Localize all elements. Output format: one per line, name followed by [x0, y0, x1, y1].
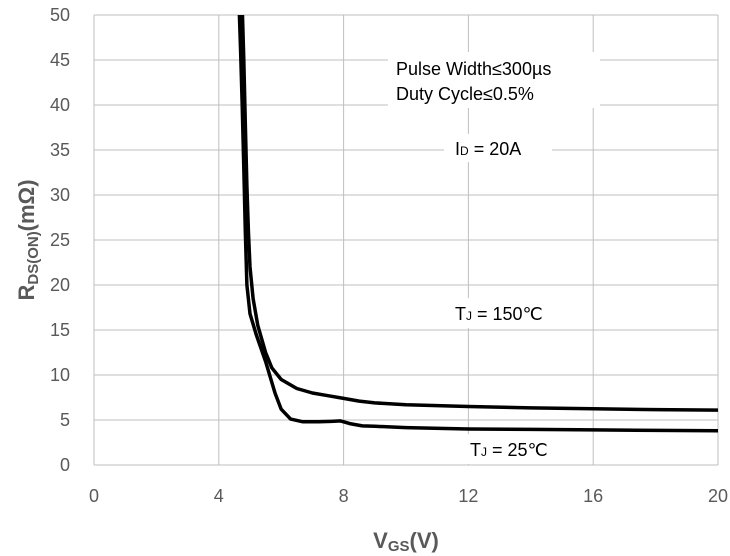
y-tick-label-2: 10 — [50, 365, 70, 385]
x-tick-label-5: 20 — [708, 486, 728, 506]
annotation-id: ID = 20A — [455, 139, 521, 159]
x-tick-label-1: 4 — [214, 486, 224, 506]
annotation-tj-25: TJ = 25℃ — [470, 440, 548, 460]
y-tick-labels: 0 5 10 15 20 25 30 35 40 45 50 — [50, 5, 70, 475]
x-tick-label-0: 0 — [89, 486, 99, 506]
y-tick-label-0: 0 — [60, 455, 70, 475]
series-line-tj-150 — [240, 15, 718, 412]
gridlines — [93, 14, 719, 466]
series-line-tj-25 — [237, 15, 718, 433]
y-tick-label-4: 20 — [50, 275, 70, 295]
y-tick-label-9: 45 — [50, 50, 70, 70]
y-tick-label-8: 40 — [50, 95, 70, 115]
series-lines — [237, 15, 718, 433]
y-tick-label-7: 35 — [50, 140, 70, 160]
annotation-pulse-width: Pulse Width≤300µs — [396, 59, 551, 79]
pulse-annotation-box — [388, 52, 600, 108]
x-tick-label-4: 16 — [583, 486, 603, 506]
y-tick-label-3: 15 — [50, 320, 70, 340]
x-axis-title: VGS(V) — [373, 528, 439, 555]
y-tick-label-10: 50 — [50, 5, 70, 25]
x-tick-labels: 0 4 8 12 16 20 — [89, 486, 728, 506]
id-annotation-box — [444, 134, 552, 162]
y-tick-label-5: 25 — [50, 230, 70, 250]
x-tick-label-2: 8 — [339, 486, 349, 506]
annotation-tj-150: TJ = 150℃ — [455, 304, 543, 324]
y-axis-title: RDS(ON)(mΩ) — [14, 179, 42, 300]
tj25-annotation-box — [458, 434, 584, 464]
tj150-annotation-box — [442, 298, 592, 328]
y-tick-label-6: 30 — [50, 185, 70, 205]
y-tick-label-1: 5 — [60, 410, 70, 430]
annotation-duty-cycle: Duty Cycle≤0.5% — [396, 84, 534, 104]
x-tick-label-3: 12 — [458, 486, 478, 506]
